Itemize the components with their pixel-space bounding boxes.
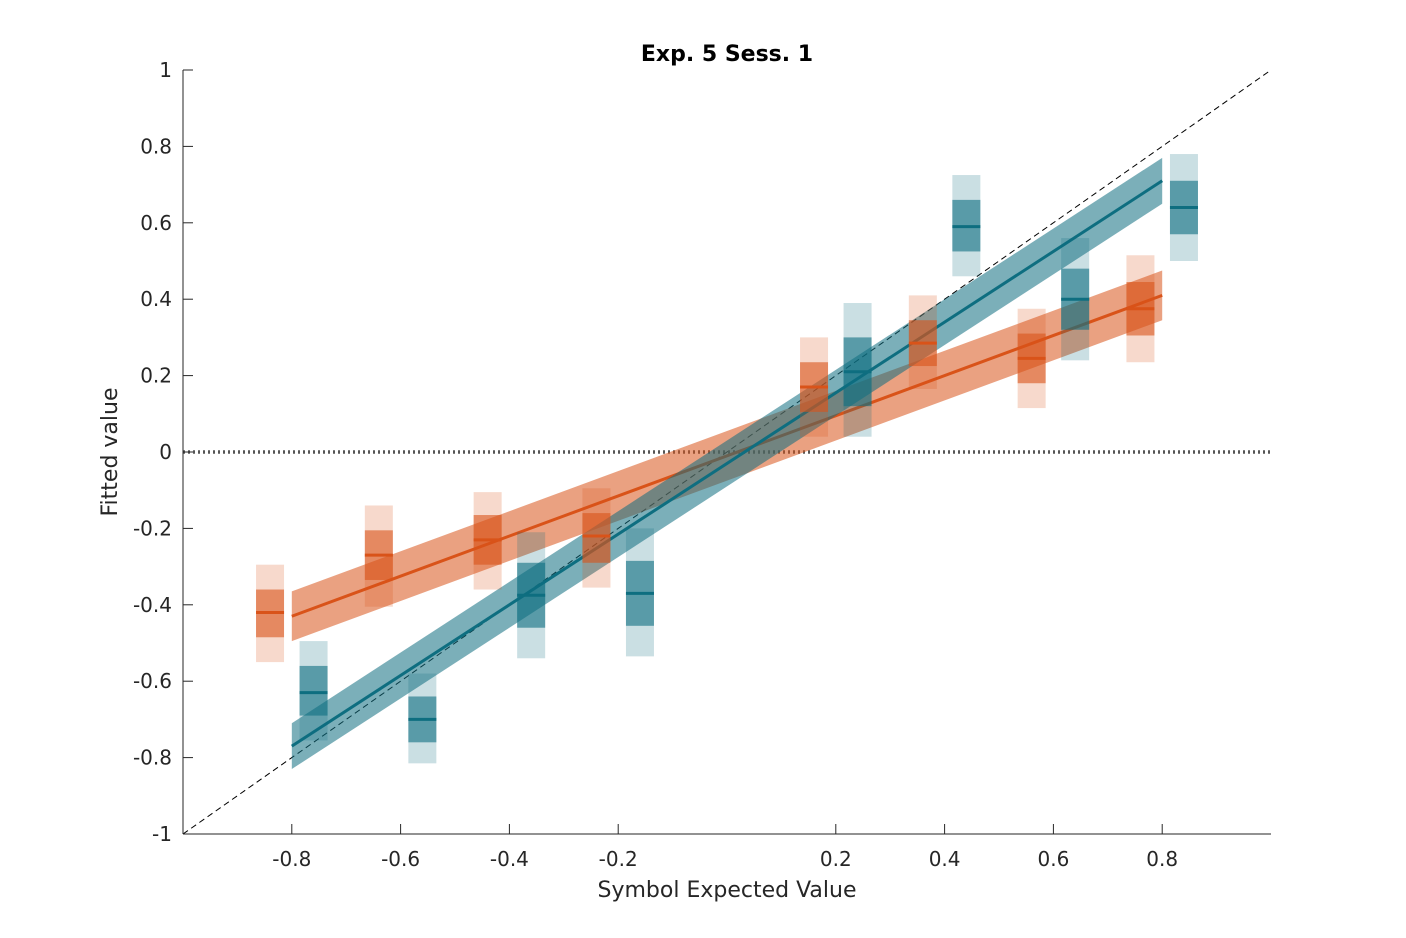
chart-title: Exp. 5 Sess. 1 xyxy=(641,42,813,67)
x-tick-label: 0.2 xyxy=(820,847,852,871)
x-tick-label: 0.4 xyxy=(929,847,961,871)
fit-line-series-2 xyxy=(290,179,1164,748)
y-axis-label: Fitted value xyxy=(98,387,123,516)
y-tick-label: 0.2 xyxy=(140,364,172,388)
data-point xyxy=(800,337,829,437)
x-tick-label: 0.8 xyxy=(1146,847,1178,871)
y-tick-label: 0 xyxy=(159,440,172,464)
data-point xyxy=(256,564,285,663)
y-tick-label: -0.4 xyxy=(133,593,172,617)
x-tick-label: -0.4 xyxy=(490,847,529,871)
ticks: -0.8 -0.6 -0.4 -0.2 0.2 0.4 0.6 0.8 1 0.8 0.6 0.4 0.… xyxy=(133,58,1178,871)
data-point xyxy=(408,673,437,764)
data-point xyxy=(1126,255,1155,363)
x-tick-label: -0.2 xyxy=(599,847,638,871)
x-tick-label: 0.6 xyxy=(1037,847,1069,871)
data-point xyxy=(908,295,937,389)
data-point xyxy=(1169,154,1198,261)
y-tick-label: -0.8 xyxy=(133,746,172,770)
y-tick-label: 1 xyxy=(159,58,172,82)
x-axis-label: Symbol Expected Value xyxy=(598,878,857,903)
y-tick-label: 0.6 xyxy=(140,211,172,235)
y-tick-label: 0.8 xyxy=(140,134,172,158)
fit-lines xyxy=(290,157,1164,770)
data-point xyxy=(299,641,328,741)
data-point xyxy=(582,488,611,588)
inner-interval xyxy=(582,513,611,563)
data-point xyxy=(364,505,393,607)
y-tick-label: -1 xyxy=(152,822,172,846)
y-tick-label: 0.4 xyxy=(140,287,172,311)
data-point xyxy=(517,532,546,659)
data-point xyxy=(625,528,654,657)
data-point xyxy=(952,175,981,277)
data-point xyxy=(1061,238,1090,361)
data-point xyxy=(473,492,502,590)
data-points xyxy=(256,154,1198,764)
y-tick-label: -0.6 xyxy=(133,669,172,693)
data-point xyxy=(1017,308,1046,409)
y-tick-label: -0.2 xyxy=(133,516,172,540)
inner-interval xyxy=(299,665,328,716)
data-point xyxy=(843,303,872,437)
x-tick-label: -0.8 xyxy=(272,847,311,871)
x-tick-label: -0.6 xyxy=(381,847,420,871)
